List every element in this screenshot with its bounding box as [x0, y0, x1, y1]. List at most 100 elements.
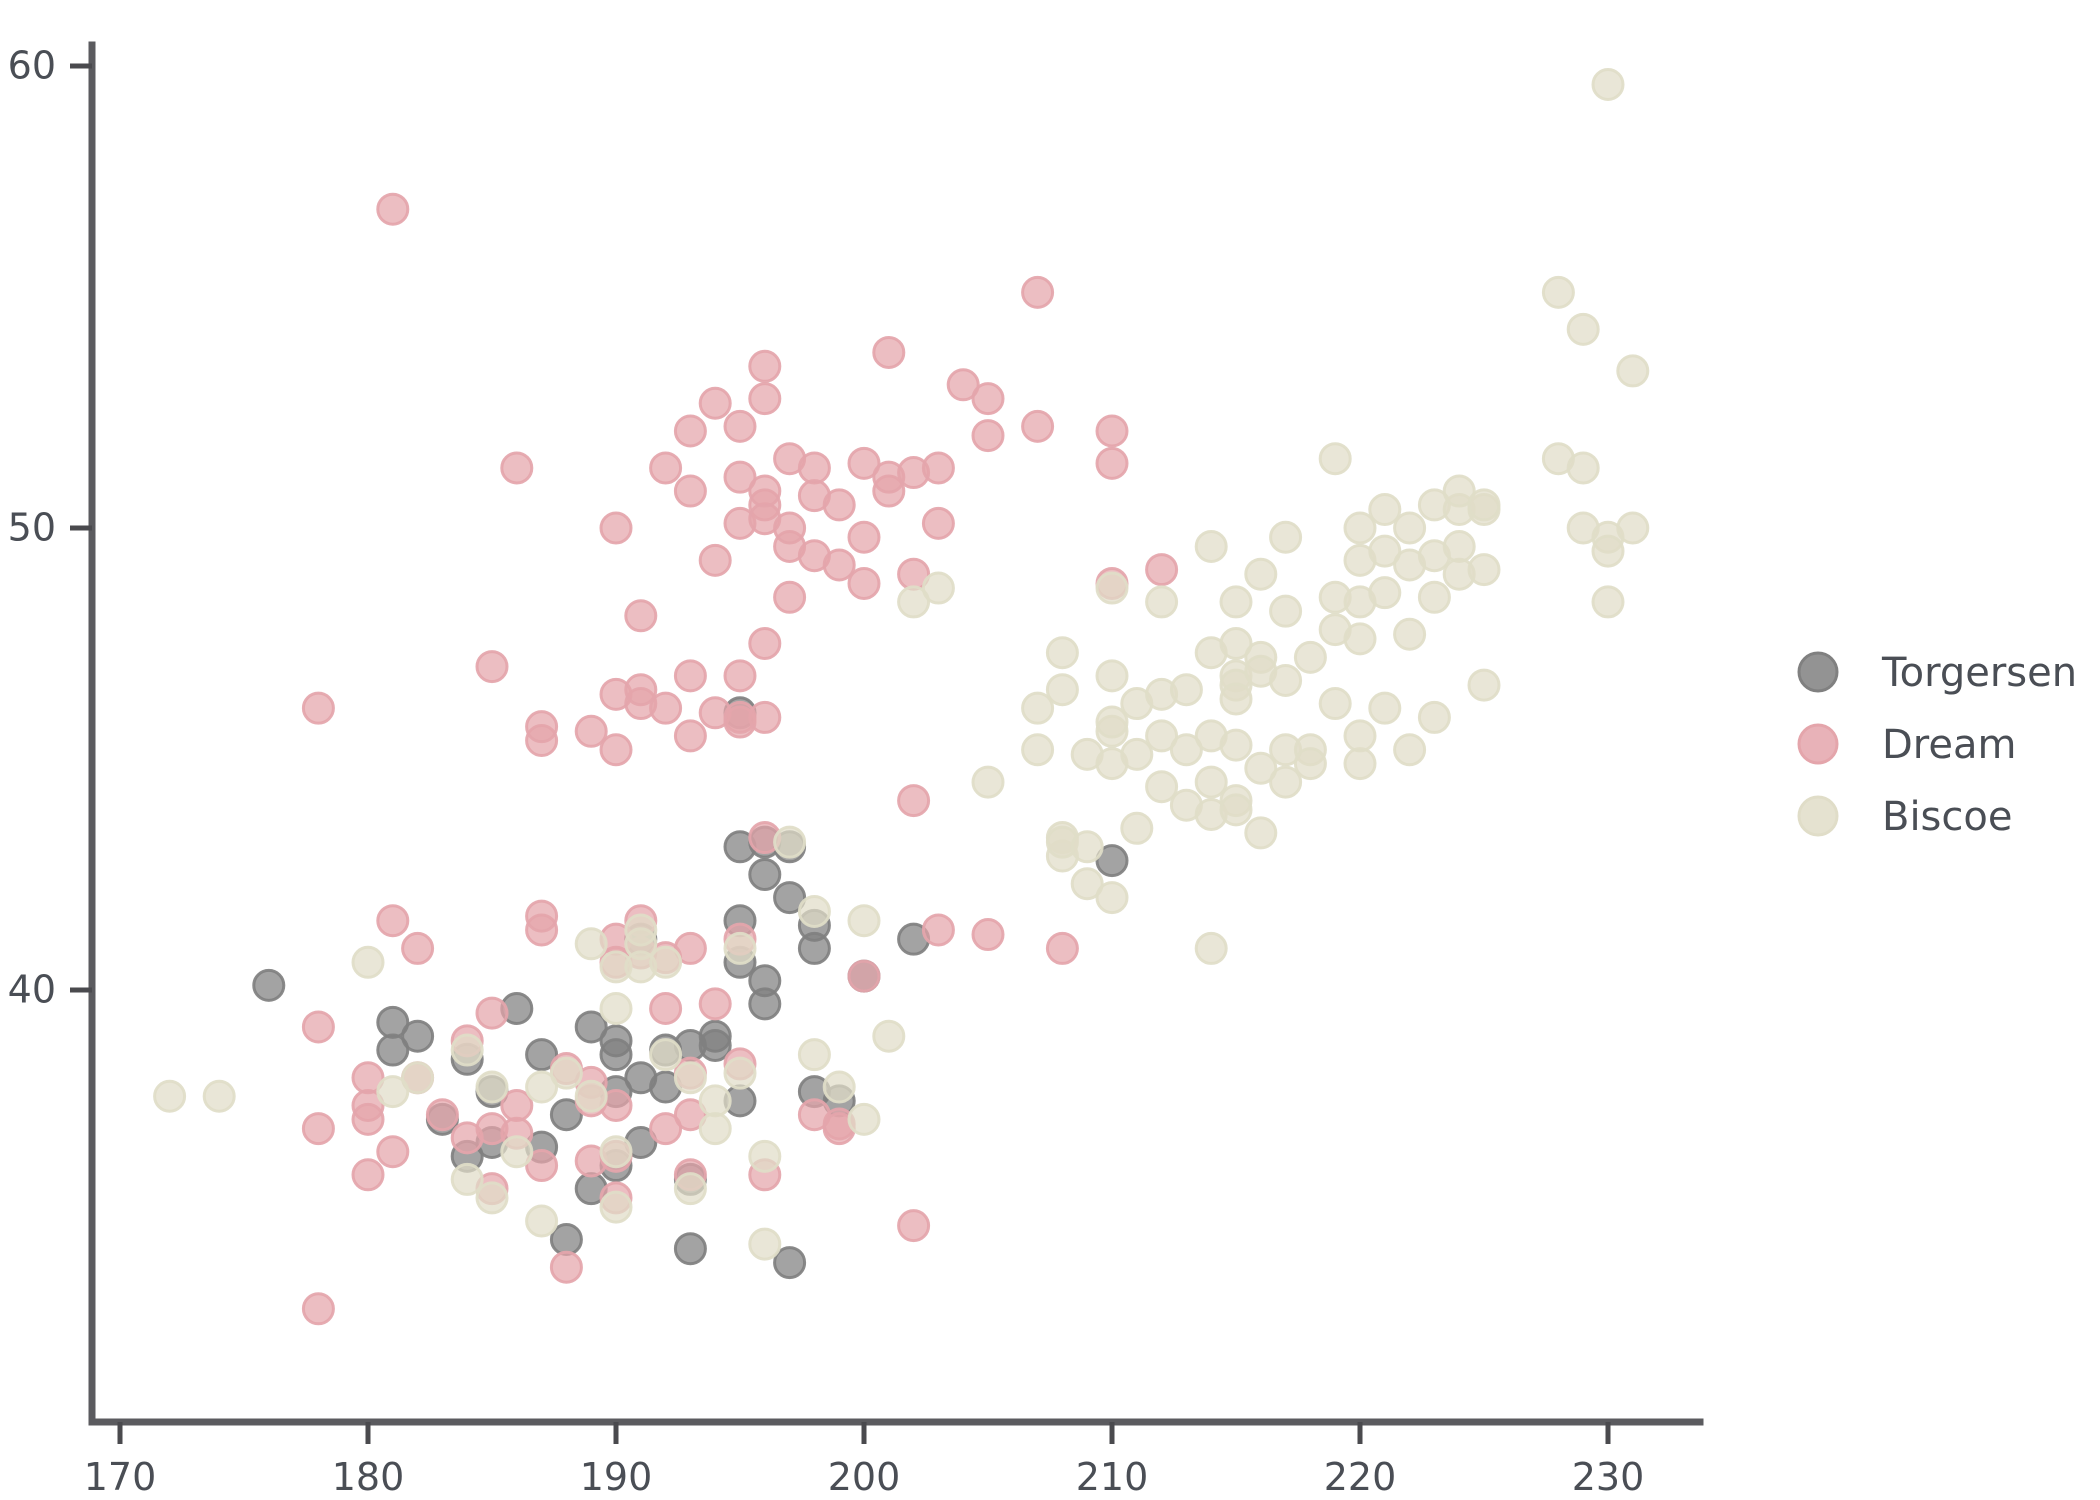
- data-point: [1095, 659, 1129, 693]
- data-point: [673, 1232, 707, 1266]
- data-point: [1145, 585, 1179, 619]
- data-point: [1368, 691, 1402, 725]
- data-point: [698, 386, 732, 420]
- data-point: [599, 733, 633, 767]
- data-point: [252, 968, 286, 1002]
- data-point: [723, 931, 757, 965]
- data-point: [698, 1112, 732, 1146]
- series-biscoe: [153, 67, 1650, 1261]
- data-point: [797, 894, 831, 928]
- data-point: [525, 899, 559, 933]
- data-point: [897, 1209, 931, 1243]
- legend-item-torgersen[interactable]: Torgersen: [1797, 650, 2077, 696]
- data-point: [673, 659, 707, 693]
- data-point: [748, 382, 782, 416]
- data-point: [921, 451, 955, 485]
- data-point: [1244, 751, 1278, 785]
- data-point: [1368, 534, 1402, 568]
- data-point: [822, 488, 856, 522]
- data-point: [1417, 700, 1451, 734]
- data-point: [376, 1033, 410, 1067]
- data-point: [1194, 931, 1228, 965]
- data-point: [649, 1112, 683, 1146]
- x-tick-label: 170: [84, 1455, 157, 1499]
- data-point: [599, 1190, 633, 1224]
- data-point: [847, 959, 881, 993]
- data-point: [698, 1084, 732, 1118]
- axes-layer: [88, 41, 1704, 1426]
- data-point: [599, 1038, 633, 1072]
- data-point: [1219, 585, 1253, 619]
- data-point: [723, 1056, 757, 1090]
- data-point: [1095, 881, 1129, 915]
- legend[interactable]: Torgersen Dream Biscoe: [1797, 650, 2077, 840]
- data-point: [202, 1079, 236, 1113]
- data-point: [673, 719, 707, 753]
- data-point: [822, 1070, 856, 1104]
- data-point: [624, 599, 658, 633]
- data-point: [1169, 733, 1203, 767]
- data-point: [1467, 668, 1501, 702]
- data-point: [971, 382, 1005, 416]
- data-point: [1343, 719, 1377, 753]
- data-point: [1393, 511, 1427, 545]
- data-point: [748, 349, 782, 383]
- data-point: [698, 987, 732, 1021]
- x-tick-label: 210: [1076, 1455, 1149, 1499]
- data-point: [847, 566, 881, 600]
- data-point: [1145, 770, 1179, 804]
- data-point: [351, 1102, 385, 1136]
- data-point: [1417, 580, 1451, 614]
- x-tick-label: 200: [828, 1455, 901, 1499]
- legend-item-dream[interactable]: Dream: [1797, 722, 2016, 768]
- data-point: [649, 991, 683, 1025]
- data-point: [401, 1061, 435, 1095]
- data-point: [1095, 705, 1129, 739]
- data-point: [450, 1033, 484, 1067]
- data-point: [872, 1019, 906, 1053]
- data-point: [599, 1135, 633, 1169]
- legend-item-biscoe[interactable]: Biscoe: [1797, 794, 2012, 840]
- data-point: [748, 858, 782, 891]
- data-point: [673, 1061, 707, 1095]
- data-point: [351, 1158, 385, 1192]
- data-point: [897, 784, 931, 818]
- data-point: [475, 650, 509, 684]
- data-point: [500, 1135, 534, 1169]
- data-point: [971, 419, 1005, 453]
- data-point: [897, 585, 931, 619]
- data-point: [624, 673, 658, 707]
- data-point: [574, 1079, 608, 1113]
- data-point: [1343, 747, 1377, 781]
- data-point: [1070, 830, 1104, 864]
- data-point: [1318, 687, 1352, 721]
- data-point: [1616, 354, 1650, 388]
- legend-swatch-torgersen: [1797, 651, 1839, 693]
- data-point: [673, 1172, 707, 1206]
- data-point: [847, 520, 881, 554]
- data-point: [1219, 627, 1253, 660]
- data-point: [1244, 557, 1278, 591]
- data-point: [1244, 816, 1278, 850]
- data-point: [698, 543, 732, 577]
- data-point: [649, 945, 683, 979]
- data-point: [376, 904, 410, 938]
- data-point: [773, 825, 807, 859]
- data-point: [351, 1061, 385, 1095]
- legend-swatch-dream: [1797, 723, 1839, 765]
- data-point: [401, 931, 435, 965]
- data-point: [673, 474, 707, 508]
- data-point: [1343, 622, 1377, 656]
- data-point: [525, 1038, 559, 1072]
- data-point: [1169, 673, 1203, 707]
- data-point: [1467, 553, 1501, 587]
- data-point: [673, 931, 707, 965]
- data-point: [1219, 728, 1253, 762]
- data-point: [649, 451, 683, 485]
- legend-label: Torgersen: [1881, 650, 2077, 696]
- data-point: [301, 1292, 335, 1326]
- data-point: [1070, 867, 1104, 901]
- data-point: [351, 945, 385, 979]
- data-point: [1368, 493, 1402, 527]
- x-tick-label: 230: [1572, 1455, 1645, 1499]
